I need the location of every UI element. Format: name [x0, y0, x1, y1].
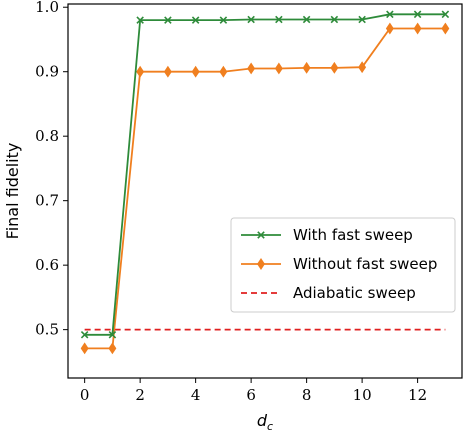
y-tick-label: 0.6	[35, 256, 59, 274]
data-point	[413, 22, 422, 35]
y-tick-label: 0.8	[35, 127, 59, 145]
x-tick-label: 6	[246, 386, 256, 404]
data-point	[275, 15, 283, 24]
data-point-stroke	[330, 15, 339, 24]
x-tick-label: 8	[302, 386, 312, 404]
data-point-stroke	[275, 15, 283, 24]
series-with-fast-sweep	[80, 10, 450, 339]
data-point	[274, 62, 283, 75]
data-point	[247, 15, 255, 24]
x-axis-label-subscript: c	[267, 420, 273, 432]
data-point	[302, 61, 311, 74]
axes-frame	[67, 3, 463, 379]
legend-marker	[257, 231, 265, 239]
y-axis-label: Final fidelity	[3, 143, 22, 240]
legend-box	[230, 217, 456, 313]
axis-ticks: 0 2 4 6 8 10 12 0.5 0.6 0.7 0.8 0.9 1.0	[35, 0, 427, 404]
legend-marker-stroke	[257, 231, 265, 239]
series-line	[84, 13, 446, 336]
x-tick-label: 0	[80, 386, 90, 404]
data-point	[80, 331, 89, 339]
data-point-stroke	[413, 10, 422, 19]
data-point	[163, 65, 172, 78]
series-line	[84, 27, 446, 350]
data-point	[219, 65, 228, 78]
data-point	[108, 342, 117, 355]
data-point-stroke	[386, 10, 394, 19]
data-point	[80, 342, 89, 355]
x-tick-label: 2	[135, 386, 145, 404]
y-tick-label: 0.9	[35, 63, 59, 81]
data-point-stroke	[80, 331, 89, 339]
x-tick-label: 10	[353, 386, 372, 404]
data-point	[413, 10, 422, 19]
legend-entry: With fast sweep	[241, 226, 413, 244]
data-point-stroke	[136, 16, 144, 24]
y-tick-label: 1.0	[35, 0, 59, 16]
data-point	[330, 61, 339, 74]
data-point	[136, 16, 144, 24]
data-point	[441, 22, 450, 35]
data-point	[191, 16, 200, 24]
data-point	[219, 16, 228, 24]
y-tick-label: 0.7	[35, 192, 59, 210]
legend-label: With fast sweep	[293, 226, 413, 244]
plot-area	[80, 10, 450, 355]
data-point	[164, 16, 172, 24]
data-point	[358, 15, 366, 24]
legend-label: Adiabatic sweep	[293, 284, 416, 302]
legend: With fast sweep Without fast sweep Adiabat…	[230, 217, 456, 313]
y-tick-label: 0.5	[35, 321, 59, 339]
data-point	[136, 65, 145, 78]
x-tick-label: 12	[408, 386, 427, 404]
series-without-fast-sweep	[80, 22, 450, 355]
data-point-stroke	[191, 16, 200, 24]
data-point-stroke	[302, 15, 311, 24]
data-point	[330, 15, 339, 24]
x-axis-label-main: d	[257, 411, 268, 430]
data-point-stroke	[441, 10, 450, 19]
data-point-stroke	[247, 15, 255, 24]
data-point	[386, 10, 394, 19]
legend-label: Without fast sweep	[293, 255, 437, 273]
data-point	[302, 15, 311, 24]
data-point-stroke	[164, 16, 172, 24]
data-point	[108, 331, 117, 339]
data-point-stroke	[108, 331, 117, 339]
legend-entry: Adiabatic sweep	[241, 284, 416, 302]
data-point	[441, 10, 450, 19]
x-tick-label: 4	[191, 386, 201, 404]
legend-marker	[257, 258, 265, 270]
data-point	[247, 62, 256, 75]
data-point	[385, 22, 394, 35]
x-axis-label: dc	[257, 411, 273, 432]
data-point-stroke	[358, 15, 366, 24]
data-point-stroke	[219, 16, 228, 24]
legend-entry: Without fast sweep	[241, 255, 437, 273]
data-point	[358, 61, 367, 74]
data-point	[191, 65, 200, 78]
